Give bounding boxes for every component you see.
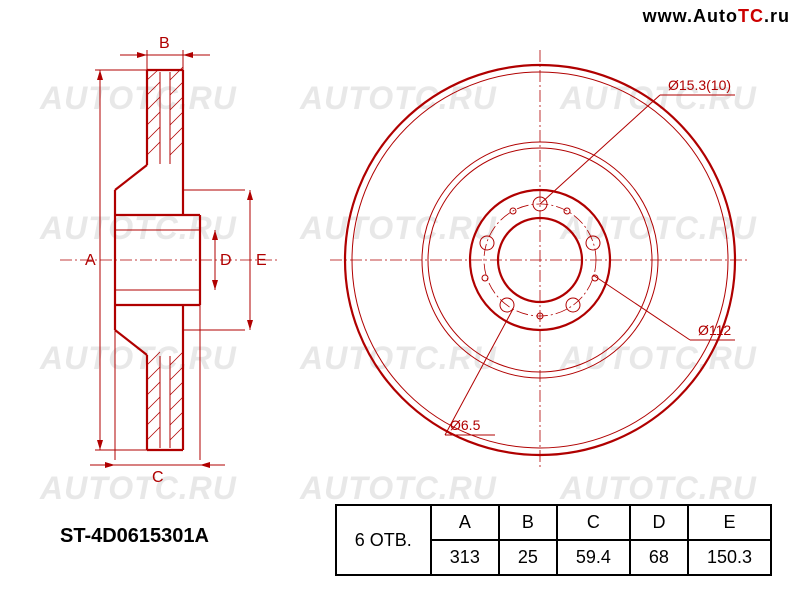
callout-small: Ø6.5 (450, 417, 481, 433)
label-c: C (152, 469, 164, 486)
section-view: A B C D E (60, 35, 280, 486)
hatch-lower (147, 352, 183, 440)
hatch-upper (147, 67, 183, 155)
front-view: Ø15.3(10) Ø112 Ø6.5 (330, 50, 750, 470)
technical-drawing: Ø15.3(10) Ø112 Ø6.5 (0, 0, 800, 600)
label-e: E (256, 252, 267, 269)
label-a: A (85, 252, 96, 269)
label-b: B (159, 35, 170, 52)
label-d: D (220, 252, 232, 269)
callout-outer-hole: Ø15.3(10) (668, 77, 731, 93)
callout-pcd: Ø112 (698, 322, 731, 338)
